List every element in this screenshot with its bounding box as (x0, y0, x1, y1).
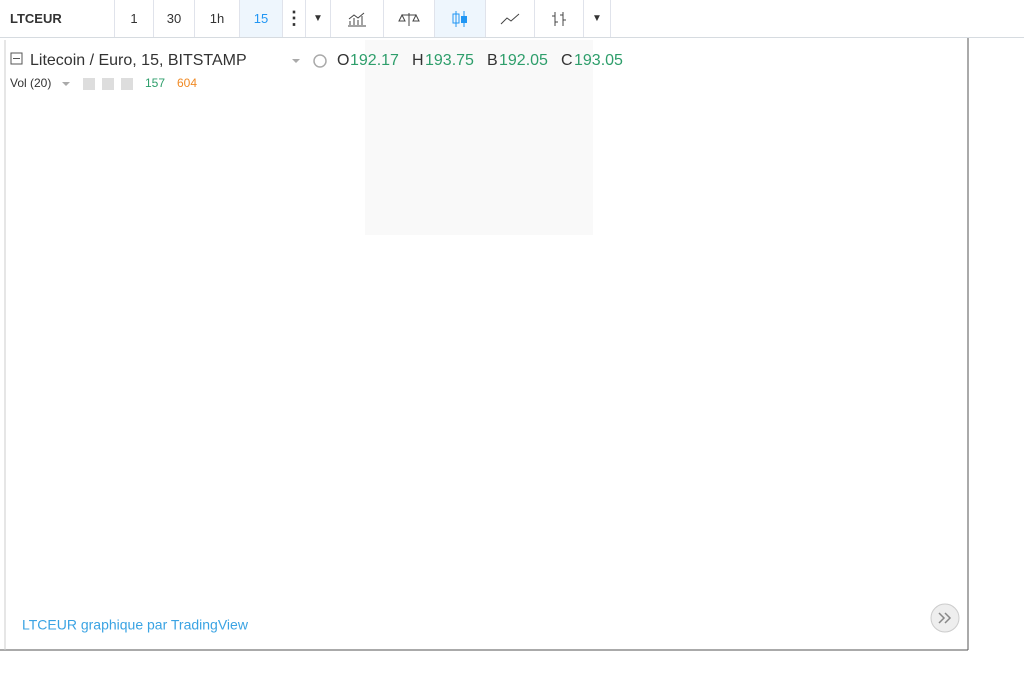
ghost-panel (365, 40, 593, 235)
bars[interactable] (535, 0, 584, 37)
collapse-icon[interactable] (10, 52, 23, 65)
eye-icon[interactable] (313, 54, 327, 68)
icon (348, 12, 366, 26)
icon (500, 13, 520, 24)
dropdown[interactable] (292, 59, 300, 63)
area[interactable] (486, 0, 535, 37)
interval[interactable]: 1 (115, 0, 154, 37)
c-label: C (561, 52, 573, 69)
indicators[interactable] (331, 0, 384, 37)
h-label: H (412, 52, 424, 69)
symbol[interactable]: LTCEUR (0, 0, 115, 37)
interval[interactable]: 1h (195, 0, 240, 37)
o-label: O (337, 52, 349, 69)
o-value: 192.17 (350, 52, 399, 69)
watermark[interactable]: LTCEUR graphique par TradingView (22, 617, 249, 633)
vol-icon[interactable] (83, 78, 95, 90)
h-value: 193.75 (425, 52, 474, 69)
vol-icon[interactable] (121, 78, 133, 90)
b-label: B (487, 52, 498, 69)
dropdown[interactable]: ▼ (584, 0, 611, 37)
compare[interactable] (384, 0, 435, 37)
candles[interactable] (435, 0, 486, 37)
icon (452, 10, 467, 27)
more[interactable]: ⋮ (283, 0, 306, 37)
legend-title: Litecoin / Euro, 15, BITSTAMP (30, 52, 247, 69)
vol-ma-value: 604 (177, 76, 197, 90)
toolbar: LTCEUR 1 30 1h 15 ⋮ ▼ ▼ (0, 0, 1024, 38)
background (0, 38, 1024, 677)
icon (552, 11, 566, 26)
interval[interactable]: 15 (240, 0, 283, 37)
dropdown[interactable] (62, 82, 70, 86)
dropdown[interactable]: ▼ (306, 0, 331, 37)
b-value: 192.05 (499, 52, 548, 69)
vol-value: 157 (145, 76, 165, 90)
vol-icon[interactable] (102, 78, 114, 90)
icon (398, 12, 420, 26)
scroll-icon (938, 612, 952, 624)
c-value: 193.05 (574, 52, 623, 69)
vol-title: Vol (20) (10, 76, 51, 90)
interval[interactable]: 30 (154, 0, 195, 37)
